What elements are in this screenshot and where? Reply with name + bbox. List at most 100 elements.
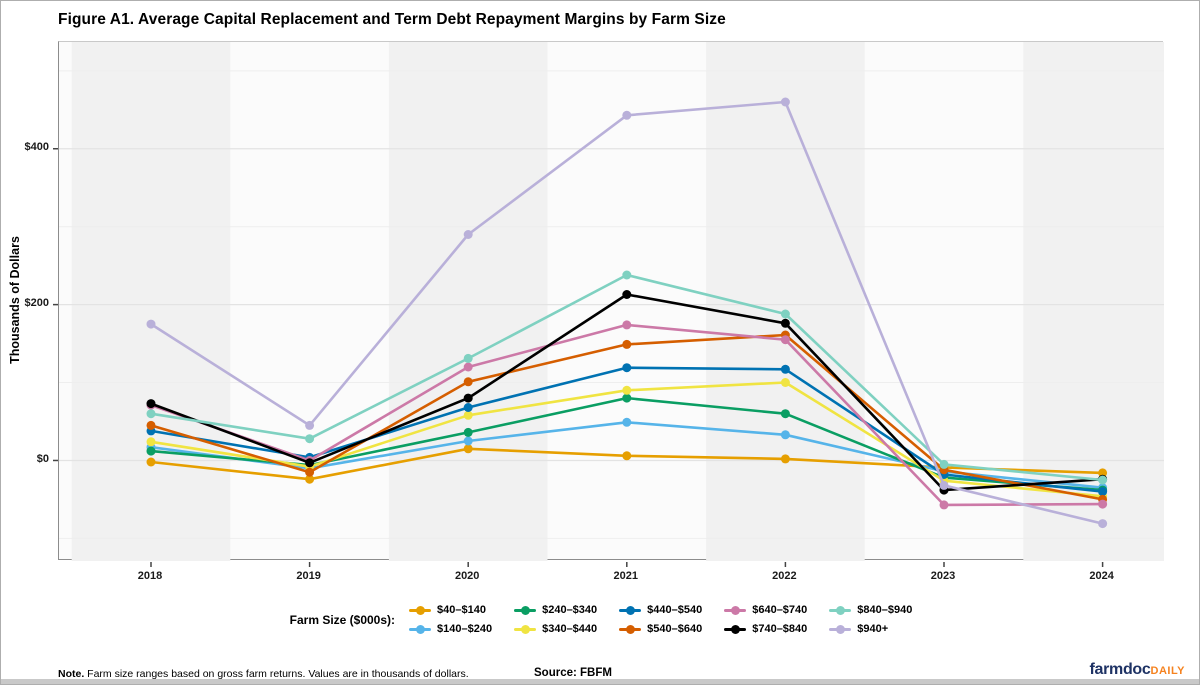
note-label: Note. <box>58 668 85 680</box>
data-point <box>622 385 632 395</box>
data-point <box>305 467 315 477</box>
data-point <box>146 437 156 447</box>
series-line <box>149 273 1104 482</box>
data-point <box>939 480 949 490</box>
legend-swatch-icon <box>409 623 432 635</box>
legend-item: $540–$640 <box>619 623 702 635</box>
x-tick-label: 2024 <box>1089 570 1114 582</box>
legend-item-label: $140–$240 <box>437 623 493 635</box>
legend-items: $40–$140 $240–$340 $440–$540 $640–$740 $840–… <box>409 604 912 635</box>
legend-item-label: $640–$740 <box>752 604 808 616</box>
data-point <box>780 309 790 319</box>
x-tick-label: 2019 <box>296 570 321 582</box>
data-point <box>463 436 473 446</box>
data-point <box>146 457 156 467</box>
note-text: Farm size ranges based on gross farm ret… <box>84 668 469 680</box>
legend-swatch-icon <box>829 623 852 635</box>
legend-item-label: $740–$840 <box>752 623 808 635</box>
x-tick-label: 2022 <box>772 570 797 582</box>
data-point <box>1098 475 1108 485</box>
legend-swatch-icon <box>619 623 642 635</box>
legend: Farm Size ($000s): $40–$140 $240–$340 $440… <box>1 604 1199 635</box>
legend-title: Farm Size ($000s): <box>289 612 396 627</box>
data-point <box>780 378 790 387</box>
chart-panel <box>53 41 1164 567</box>
data-point <box>939 459 949 469</box>
legend-item: $40–$140 <box>409 604 492 616</box>
data-point <box>305 458 315 468</box>
footer-note: Note. Farm size ranges based on gross fa… <box>58 668 469 680</box>
chart-svg <box>53 42 1164 567</box>
data-point <box>622 339 632 349</box>
data-point <box>146 420 156 430</box>
footer-source: Source: FBFM <box>534 667 612 679</box>
x-tick-label: 2023 <box>930 570 956 582</box>
y-tick-label: $0 <box>36 452 49 465</box>
y-tick-label: $400 <box>24 141 49 154</box>
legend-item: $940+ <box>829 623 912 635</box>
data-point <box>463 427 473 437</box>
data-point <box>146 399 156 409</box>
data-point <box>463 362 473 372</box>
data-point <box>780 409 790 419</box>
data-point <box>622 363 632 373</box>
legend-item-label: $540–$640 <box>647 623 703 635</box>
brand-suffix: DAILY <box>1150 665 1185 677</box>
legend-item: $740–$840 <box>724 623 807 635</box>
data-point <box>780 97 790 107</box>
data-point <box>463 377 473 387</box>
data-point <box>463 353 473 363</box>
legend-swatch-icon <box>514 604 537 616</box>
year-stripe <box>388 42 548 561</box>
bottom-strip <box>1 679 1199 684</box>
brand-name: farmdoc <box>1089 661 1151 678</box>
data-point <box>780 335 790 345</box>
legend-item: $440–$540 <box>619 604 702 616</box>
data-point <box>463 230 473 239</box>
data-point <box>780 364 790 374</box>
legend-item-label: $440–$540 <box>647 604 703 616</box>
legend-item: $640–$740 <box>724 604 807 616</box>
data-point <box>463 393 473 403</box>
data-point <box>305 474 315 484</box>
data-point <box>622 417 632 427</box>
data-point <box>463 403 473 412</box>
data-point <box>146 319 156 329</box>
data-point <box>780 430 790 440</box>
year-stripe <box>71 42 231 561</box>
x-tick-label: 2018 <box>137 570 163 582</box>
data-point <box>1098 499 1108 509</box>
data-point <box>1098 468 1108 478</box>
legend-item: $340–$440 <box>514 623 597 635</box>
legend-swatch-icon <box>619 604 642 616</box>
figure-title: Figure A1. Average Capital Replacement a… <box>58 11 726 28</box>
data-point <box>463 444 473 454</box>
legend-item-label: $240–$340 <box>542 604 598 616</box>
y-tick-label: $200 <box>24 297 49 310</box>
data-point <box>939 500 949 510</box>
data-point <box>780 318 790 328</box>
legend-item: $240–$340 <box>514 604 597 616</box>
data-point <box>622 290 632 299</box>
data-point <box>622 320 632 330</box>
series-line <box>149 333 1104 501</box>
legend-swatch-icon <box>409 604 432 616</box>
legend-item-label: $840–$940 <box>857 604 913 616</box>
legend-swatch-icon <box>829 604 852 616</box>
legend-item: $140–$240 <box>409 623 492 635</box>
data-point <box>305 420 315 430</box>
farmdoc-daily-logo: farmdoc DAILY <box>1089 661 1185 679</box>
data-point <box>1098 487 1108 497</box>
data-point <box>780 454 790 464</box>
legend-swatch-icon <box>724 604 747 616</box>
data-point <box>146 409 156 419</box>
legend-item: $840–$940 <box>829 604 912 616</box>
legend-item-label: $40–$140 <box>437 604 486 616</box>
x-tick-label: 2020 <box>454 570 480 582</box>
data-point <box>622 451 632 461</box>
data-point <box>463 410 473 420</box>
data-point <box>622 110 632 120</box>
data-point <box>622 393 632 403</box>
legend-item-label: $940+ <box>857 623 889 635</box>
